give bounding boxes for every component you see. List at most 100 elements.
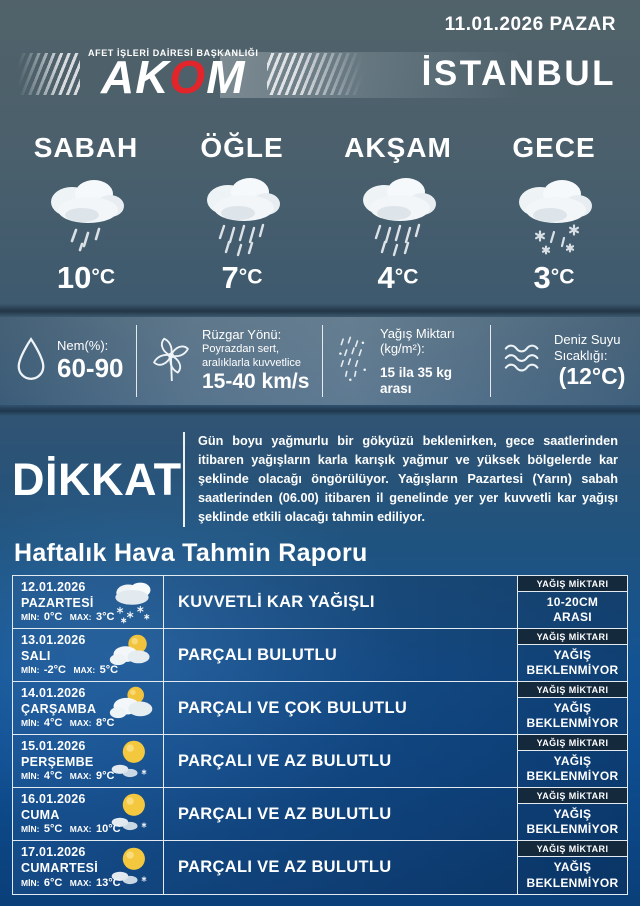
day-cell: 14.01.2026 ÇARŞAMBA MİN: 4°C MAX: 8°C — [13, 682, 163, 734]
city-title: İSTANBUL — [421, 54, 616, 93]
period-temp: 4°C — [377, 260, 419, 295]
precip-value: YAĞIŞ BEKLENMİYOR — [526, 700, 619, 731]
row-minmax: MİN: 5°C MAX: 10°C — [21, 823, 121, 836]
precip-header: YAĞIŞ MİKTARI — [518, 788, 627, 805]
period-label: GECE — [512, 132, 596, 163]
wind-label: Rüzgar Yönü: — [202, 327, 282, 343]
humidity-label: Nem(%): — [57, 338, 109, 354]
conditions-strip: Nem(%): 60-90 Rüzgar Yönü: — [0, 317, 640, 405]
precip-cell: YAĞIŞ MİKTARI YAĞIŞ BEKLENMİYOR — [517, 735, 627, 788]
humidity-panel: Nem(%): 60-90 — [2, 325, 136, 397]
period-temp: 7°C — [221, 260, 263, 295]
precip-cell: YAĞIŞ MİKTARI YAĞIŞ BEKLENMİYOR — [517, 682, 627, 735]
row-description: PARÇALI VE AZ BULUTLU — [163, 735, 517, 788]
precip-value: 10-20CM ARASI — [546, 594, 599, 625]
day-cell: 12.01.2026 PAZARTESİ MİN: 0°C MAX: 3°C — [13, 576, 163, 628]
day-cell: 17.01.2026 CUMARTESİ MİN: 6°C MAX: 13°C — [13, 841, 163, 894]
sea-temp-label: Deniz Suyu Sıcaklığı: — [554, 332, 621, 363]
sun-cloud-icon — [104, 631, 160, 679]
row-description: KUVVETLİ KAR YAĞIŞLI — [163, 576, 517, 629]
row-date: 16.01.2026 — [21, 792, 86, 807]
heavy-rain-cloud-icon — [320, 164, 476, 264]
wind-pinwheel-icon — [149, 332, 193, 391]
sunny-icon — [104, 737, 160, 785]
precip-value: YAĞIŞ BEKLENMİYOR — [526, 806, 619, 837]
sun-cloud-icon — [104, 684, 160, 732]
table-row: 16.01.2026 CUMA MİN: 5°C MAX: 10°C — [13, 788, 627, 842]
report-date: 11.01.2026 PAZAR — [444, 14, 616, 35]
sea-waves-icon — [503, 341, 545, 382]
row-description: PARÇALI VE ÇOK BULUTLU — [163, 682, 517, 735]
row-description: PARÇALI VE AZ BULUTLU — [163, 788, 517, 841]
sea-temp-panel: Deniz Suyu Sıcaklığı: (12°C) — [490, 325, 638, 397]
row-day: CUMA — [21, 808, 60, 823]
row-day: PAZARTESİ — [21, 596, 94, 611]
wind-value: 15-40 km/s — [202, 370, 310, 394]
precip-header: YAĞIŞ MİKTARI — [518, 735, 627, 752]
row-date: 12.01.2026 — [21, 580, 86, 595]
sunny-icon — [104, 844, 160, 892]
row-date: 14.01.2026 — [21, 686, 86, 701]
period-label: SABAH — [33, 132, 139, 163]
row-day: ÇARŞAMBA — [21, 702, 97, 717]
warning-text: Gün boyu yağmurlu bir gökyüzü beklenirke… — [198, 434, 618, 525]
precip-header: YAĞIŞ MİKTARI — [518, 629, 627, 646]
precip-header: YAĞIŞ MİKTARI — [518, 682, 627, 699]
snow-cloud-icon — [104, 578, 160, 626]
day-cell: 15.01.2026 PERŞEMBE MİN: 4°C MAX: 9°C — [13, 735, 163, 787]
row-minmax: MİN: 6°C MAX: 13°C — [21, 877, 121, 890]
row-minmax: MİN: -2°C MAX: 5°C — [21, 664, 119, 677]
akom-wordmark: AKOM — [100, 51, 246, 103]
precip-cell: YAĞIŞ MİKTARI YAĞIŞ BEKLENMİYOR — [517, 629, 627, 682]
row-minmax: MİN: 0°C MAX: 3°C — [21, 611, 115, 624]
row-minmax: MİN: 4°C MAX: 9°C — [21, 770, 115, 783]
row-day: SALI — [21, 649, 51, 664]
wind-panel: Rüzgar Yönü: Poyrazdan sert, aralıklarla… — [136, 325, 322, 397]
rain-cloud-icon — [8, 164, 164, 264]
row-description: PARÇALI BULUTLU — [163, 629, 517, 682]
precipitation-label: Yağış Miktarı (kg/m²): — [380, 325, 455, 357]
period-label: AKŞAM — [344, 132, 452, 163]
row-day: PERŞEMBE — [21, 755, 94, 770]
table-row: 12.01.2026 PAZARTESİ MİN: 0°C MAX: 3°C — [13, 576, 627, 630]
day-cell: 16.01.2026 CUMA MİN: 5°C MAX: 10°C — [13, 788, 163, 840]
weekly-forecast-table: 12.01.2026 PAZARTESİ MİN: 0°C MAX: 3°C — [12, 575, 628, 896]
day-cell: 13.01.2026 SALI MİN: -2°C MAX: 5°C — [13, 629, 163, 681]
table-row: 15.01.2026 PERŞEMBE MİN: 4°C MAX: 9°C — [13, 735, 627, 789]
precip-value: YAĞIŞ BEKLENMİYOR — [526, 753, 619, 784]
sleet-cloud-icon — [476, 164, 632, 264]
period-night: GECE 3° — [476, 132, 632, 296]
humidity-value: 60-90 — [57, 352, 124, 383]
period-temp: 10°C — [56, 260, 116, 295]
row-day: CUMARTESİ — [21, 861, 99, 876]
table-row: 17.01.2026 CUMARTESİ MİN: 6°C MAX: 13°C — [13, 841, 627, 895]
precip-cell: YAĞIŞ MİKTARI YAĞIŞ BEKLENMİYOR — [517, 788, 627, 841]
row-date: 13.01.2026 — [21, 633, 86, 648]
row-date: 17.01.2026 — [21, 845, 86, 860]
warning-title: DİKKAT — [12, 453, 182, 505]
wind-description: Poyrazdan sert, aralıklarla kuvvetlice — [202, 342, 302, 369]
header-bar: AFET İŞLERİ DAİRESİ BAŞKANLIĞI AKOM İSTA… — [0, 36, 640, 110]
weekly-report-title: Haftalık Hava Tahmin Raporu — [14, 539, 368, 568]
period-morning: SABAH 10°C — [8, 132, 164, 296]
precip-header: YAĞIŞ MİKTARI — [518, 576, 627, 593]
period-temp: 3°C — [533, 260, 575, 295]
warning-divider — [183, 432, 185, 528]
heavy-rain-cloud-icon — [164, 164, 320, 264]
agency-name: AFET İŞLERİ DAİRESİ BAŞKANLIĞI — [88, 48, 259, 58]
row-description: PARÇALI VE AZ BULUTLU — [163, 841, 517, 895]
rain-amount-icon — [335, 332, 371, 391]
humidity-droplet-icon — [14, 336, 48, 387]
precipitation-value: 15 ila 35 kg arası — [380, 365, 453, 396]
table-row: 13.01.2026 SALI MİN: -2°C MAX: 5°C PARÇA… — [13, 629, 627, 683]
precip-cell: YAĞIŞ MİKTARI 10-20CM ARASI — [517, 576, 627, 629]
warning-section: DİKKAT Gün boyu yağmurlu bir gökyüzü bek… — [0, 416, 640, 535]
row-minmax: MİN: 4°C MAX: 8°C — [21, 717, 115, 730]
logo-stripes-right — [266, 53, 363, 95]
precip-cell: YAĞIŞ MİKTARI YAĞIŞ BEKLENMİYOR — [517, 841, 627, 895]
akom-red-o: O — [169, 51, 207, 103]
precipitation-panel: Yağış Miktarı (kg/m²): 15 ila 35 kg aras… — [322, 325, 490, 397]
period-label: ÖĞLE — [200, 132, 284, 163]
logo-stripes-left — [18, 53, 80, 95]
